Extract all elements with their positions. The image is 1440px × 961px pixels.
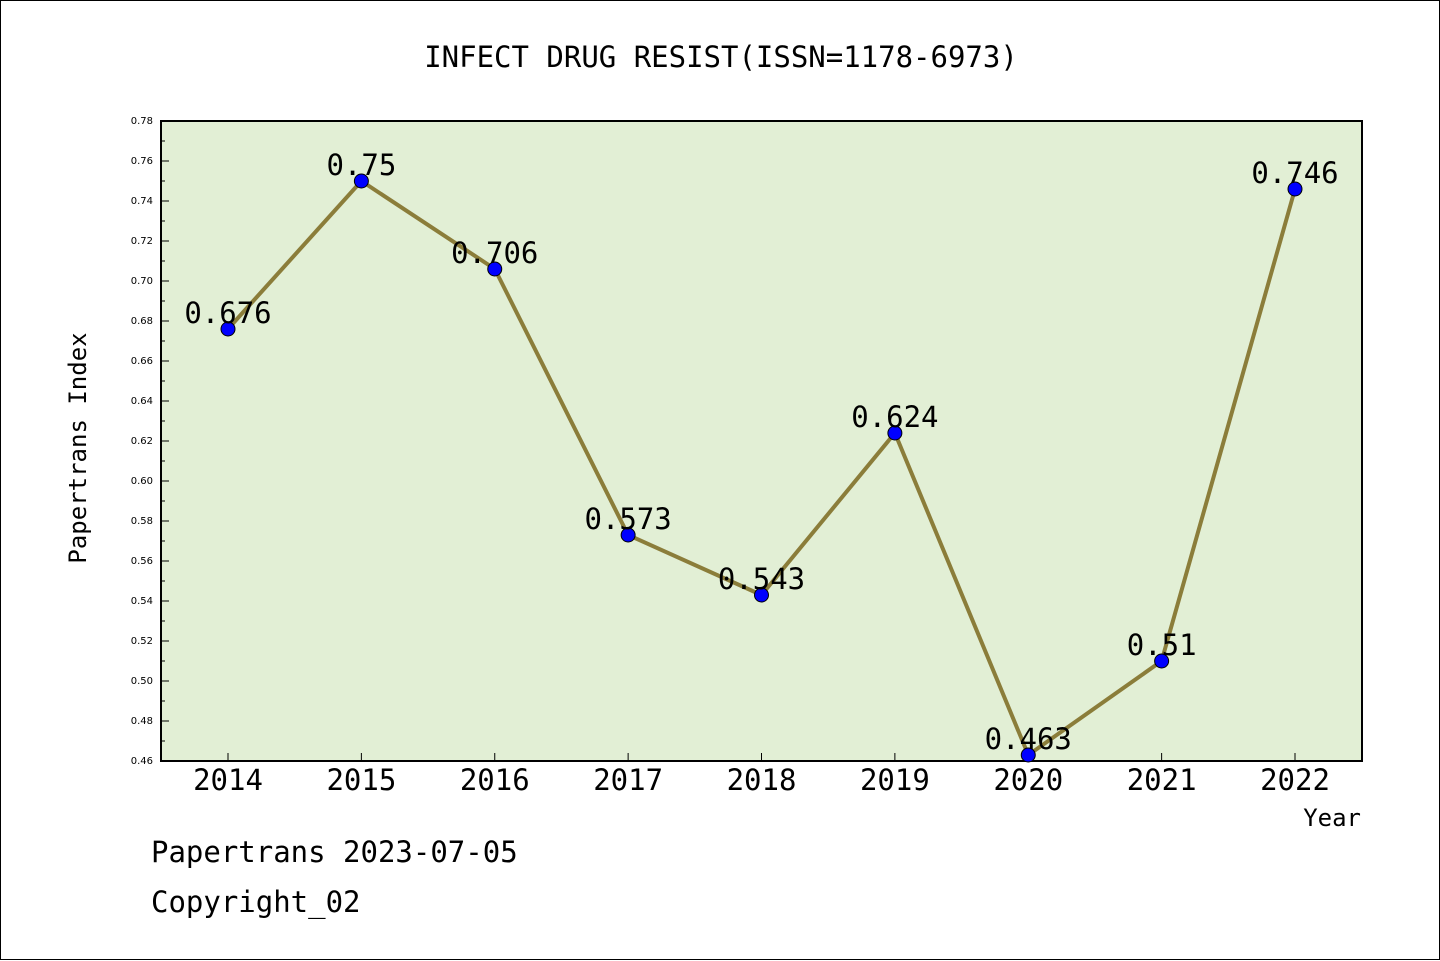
plot-area: [160, 120, 1363, 762]
data-label: 0.463: [985, 722, 1072, 756]
data-point: [353, 173, 369, 189]
data-point: [887, 425, 903, 441]
data-label: 0.543: [718, 562, 805, 596]
x-axis-label: Year: [1303, 804, 1361, 832]
y-axis: 0.46 0.48 0.50 0.52 0.54 0.56 0.58 0.60 0.62 0.64…: [131, 116, 169, 767]
data-point: [220, 321, 236, 337]
y-tick-label: 0.60: [131, 476, 153, 487]
y-tick-label: 0.70: [131, 276, 153, 287]
x-tick-label: 2020: [993, 763, 1063, 797]
x-tick-label: 2015: [326, 763, 396, 797]
y-tick-label: 0.68: [131, 316, 153, 327]
y-tick-label: 0.76: [131, 156, 153, 167]
footer-copyright-text: Copyright_02: [151, 885, 361, 919]
x-tick-label: 2019: [860, 763, 930, 797]
y-tick-label: 0.78: [131, 116, 153, 127]
y-tick-label: 0.58: [131, 516, 153, 527]
data-label: 0.573: [584, 502, 671, 536]
y-tick-label: 0.46: [131, 756, 153, 767]
x-tick-label: 2021: [1127, 763, 1197, 797]
y-tick-label: 0.48: [131, 716, 153, 727]
data-point: [620, 527, 636, 543]
data-point: [487, 261, 503, 277]
chart-title: INFECT DRUG RESIST(ISSN=1178-6973): [424, 40, 1018, 74]
data-label: 0.746: [1251, 156, 1338, 190]
series-line-group: 0.676 0.75 0.706 0.573 0.543 0.624 0.463 0.51 0.…: [184, 148, 1339, 763]
data-label: 0.75: [326, 148, 396, 182]
y-tick-label: 0.64: [131, 396, 153, 407]
data-point: [1020, 747, 1036, 763]
data-point: [1154, 653, 1170, 669]
x-tick-label: 2022: [1260, 763, 1330, 797]
y-tick-label: 0.50: [131, 676, 153, 687]
y-tick-label: 0.54: [131, 596, 153, 607]
x-tick-label: 2018: [727, 763, 797, 797]
y-axis-label: Papertrans Index: [64, 332, 92, 563]
data-point: [1287, 181, 1303, 197]
y-tick-label: 0.52: [131, 636, 153, 647]
data-label: 0.624: [851, 400, 938, 434]
x-tick-label: 2017: [593, 763, 663, 797]
y-tick-label: 0.56: [131, 556, 153, 567]
x-tick-label: 2016: [460, 763, 530, 797]
y-tick-label: 0.66: [131, 356, 153, 367]
x-tick-label: 2014: [193, 763, 263, 797]
footer-date-text: Papertrans 2023-07-05: [151, 835, 518, 869]
y-tick-label: 0.74: [131, 196, 153, 207]
data-point: [754, 587, 769, 603]
y-tick-label: 0.72: [131, 236, 153, 247]
y-tick-label: 0.62: [131, 436, 153, 447]
x-axis: 2014 2015 2016 2017 2018 2019 2020 2021 2022: [193, 753, 1330, 797]
data-label: 0.676: [184, 296, 271, 330]
data-label: 0.706: [451, 236, 538, 270]
data-label: 0.51: [1127, 628, 1197, 662]
